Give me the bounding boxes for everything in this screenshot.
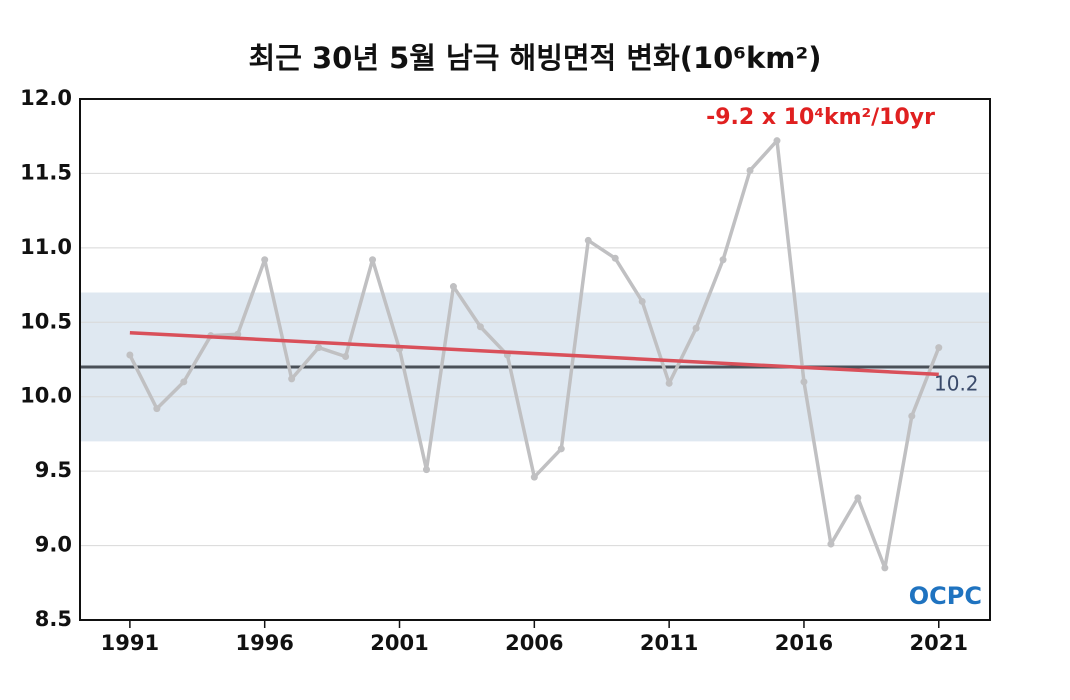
data-point — [476, 323, 484, 331]
data-point — [449, 283, 457, 291]
y-tick-label: 9.5 — [35, 458, 72, 482]
data-point — [126, 351, 134, 359]
data-point — [369, 256, 377, 264]
data-point — [153, 405, 161, 413]
data-point — [342, 353, 350, 361]
data-point — [665, 379, 673, 387]
x-tick-label: 1996 — [235, 631, 293, 655]
data-point — [261, 256, 269, 264]
x-tick-label: 2001 — [370, 631, 428, 655]
reference-label: 10.2 — [934, 371, 979, 395]
y-tick-label: 12.0 — [20, 86, 72, 110]
data-point — [800, 378, 808, 386]
data-point — [827, 540, 835, 548]
y-tick-label: 10.0 — [20, 384, 72, 408]
y-tick-label: 8.5 — [35, 607, 72, 631]
logo: OCPC — [909, 582, 982, 610]
data-point — [180, 378, 188, 386]
data-point — [881, 564, 889, 572]
data-point — [584, 236, 592, 244]
data-point — [935, 344, 943, 352]
chart-title: 최근 30년 5월 남극 해빙면적 변화(10⁶km²) — [249, 41, 822, 75]
trend-line — [129, 330, 939, 377]
data-point — [638, 297, 646, 305]
data-point — [773, 137, 781, 145]
data-point — [719, 256, 727, 264]
x-tick-label: 1991 — [101, 631, 159, 655]
trend-annotation: -9.2 x 10⁴km²/10yr — [706, 105, 935, 130]
data-point — [234, 330, 242, 338]
data-point — [854, 494, 862, 502]
x-tick-label: 2011 — [640, 631, 698, 655]
data-point — [611, 254, 619, 262]
x-tick-label: 2021 — [910, 631, 968, 655]
x-tick-label: 2016 — [775, 631, 833, 655]
y-tick-label: 10.5 — [20, 309, 72, 333]
data-point — [746, 166, 754, 174]
y-tick-label: 11.0 — [20, 235, 72, 259]
data-point — [530, 473, 538, 481]
data-point — [288, 375, 296, 383]
data-point — [422, 466, 430, 474]
data-point — [557, 445, 565, 453]
y-tick-label: 11.5 — [20, 160, 72, 184]
data-point — [315, 344, 323, 352]
data-point — [908, 412, 916, 420]
x-tick-label: 2006 — [505, 631, 563, 655]
plot-frame — [79, 98, 991, 621]
data-point — [692, 324, 700, 332]
y-tick-label: 9.0 — [35, 533, 72, 557]
